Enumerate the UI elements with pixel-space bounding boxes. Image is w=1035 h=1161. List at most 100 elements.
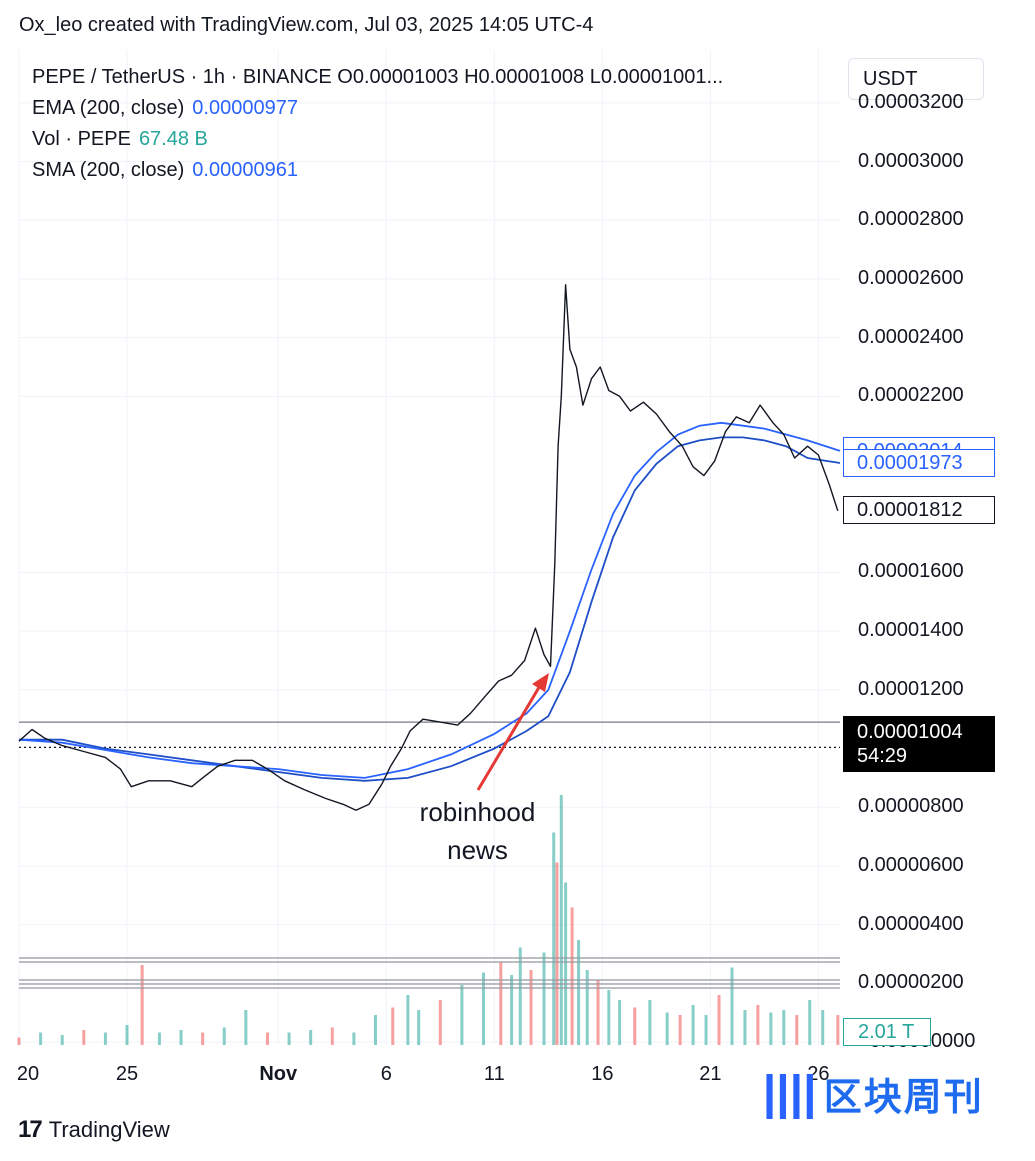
- y-tick-label: 0.00000600: [858, 853, 964, 876]
- y-tick-label: 0.00000400: [858, 912, 964, 935]
- tradingview-logo[interactable]: 17 TradingView: [18, 1116, 170, 1144]
- y-tick-label: 0.00002600: [858, 266, 964, 289]
- sma-price-badge: 0.00001973: [843, 448, 995, 477]
- volume-bar: [665, 1012, 669, 1045]
- watermark-bars-icon: ||||: [762, 1067, 816, 1120]
- legend-volume[interactable]: Vol · PEPE 67.48 B: [32, 128, 208, 151]
- legend-sma[interactable]: SMA (200, close) 0.00000961: [32, 159, 298, 182]
- y-tick-label: 0.00002800: [858, 208, 964, 231]
- legend-sma-label: SMA (200, close): [32, 159, 185, 181]
- volume-bar: [518, 947, 522, 1045]
- legend-ema[interactable]: EMA (200, close) 0.00000977: [32, 97, 298, 120]
- volume-bar: [529, 970, 533, 1045]
- volume-bar: [265, 1032, 269, 1045]
- last-price-badge: 0.00001812: [843, 496, 995, 525]
- x-tick-label: Nov: [259, 1063, 298, 1085]
- volume-bar: [782, 1010, 786, 1045]
- currency-selector[interactable]: USDT: [848, 58, 984, 100]
- y-tick-label: 0.00000200: [858, 971, 964, 994]
- volume-bar: [769, 1012, 773, 1045]
- volume-bar: [140, 965, 144, 1045]
- x-tick-label: 11: [483, 1063, 505, 1085]
- volume-bar: [499, 962, 503, 1045]
- volume-bar: [570, 907, 574, 1045]
- volume-bar: [648, 1000, 652, 1045]
- volume-bar: [510, 975, 514, 1045]
- annotation-line-1: robinhood: [419, 797, 536, 827]
- volume-bar: [17, 1037, 21, 1045]
- volume-bar: [417, 1010, 421, 1045]
- volume-bar: [179, 1030, 183, 1045]
- x-tick-label: 25: [115, 1063, 139, 1085]
- volume-bar: [756, 1005, 760, 1045]
- volume-bar: [836, 1015, 840, 1045]
- volume-bar: [330, 1027, 334, 1045]
- sma-line: [19, 436, 841, 782]
- volume-bar: [460, 985, 464, 1045]
- volume-bar: [691, 1005, 695, 1045]
- volume-bar: [60, 1035, 64, 1045]
- volume-bar: [287, 1032, 291, 1045]
- legend-ema-label: EMA (200, close): [32, 97, 185, 119]
- legend-vol-value: 67.48 B: [138, 128, 208, 150]
- annotation-arrow: [476, 683, 543, 791]
- current-price-badge: 0.00001004 54:29: [843, 716, 995, 772]
- volume-bar: [157, 1032, 161, 1045]
- annotation-arrowhead: [532, 673, 549, 692]
- volume-bar: [730, 967, 734, 1045]
- legend-ema-value: 0.00000977: [192, 97, 298, 119]
- volume-bar: [618, 1000, 622, 1045]
- volume-bar: [309, 1030, 313, 1045]
- x-tick-label: 20: [16, 1063, 40, 1085]
- y-tick-label: 0.00001600: [858, 560, 964, 583]
- tradingview-mark-icon: 17: [18, 1116, 43, 1143]
- volume-bar: [542, 952, 546, 1045]
- volume-bar: [704, 1015, 708, 1045]
- volume-bar: [244, 1010, 248, 1045]
- bar-countdown: 54:29: [857, 745, 908, 767]
- volume-bar: [125, 1025, 129, 1045]
- legend-vol-label: Vol · PEPE: [32, 128, 131, 150]
- y-tick-label: 0.00002400: [858, 325, 964, 348]
- y-tick-label: 0.00001200: [858, 677, 964, 700]
- x-tick-label: 21: [699, 1063, 722, 1085]
- volume-bar: [552, 832, 556, 1045]
- volume-bar: [585, 970, 589, 1045]
- watermark: |||| 区块周刊: [762, 1066, 984, 1121]
- annotation-line-2: news: [447, 835, 508, 865]
- watermark-text: 区块周刊: [823, 1077, 984, 1119]
- volume-bar: [39, 1032, 43, 1045]
- tradingview-logo-text: TradingView: [48, 1117, 170, 1142]
- volume-bar: [743, 1010, 747, 1045]
- volume-bar: [555, 862, 559, 1045]
- volume-bar: [607, 990, 611, 1045]
- chart-header: Ox_leo created with TradingView.com, Jul…: [19, 14, 594, 36]
- volume-bar: [391, 1007, 395, 1045]
- price-line: [18, 284, 839, 811]
- volume-bar: [559, 795, 563, 1045]
- legend-sma-value: 0.00000961: [192, 159, 298, 181]
- volume-bar: [795, 1015, 799, 1045]
- volume-badge: 2.01 T: [843, 1018, 931, 1046]
- x-tick-label: 16: [591, 1063, 614, 1085]
- volume-bar: [373, 1015, 377, 1045]
- volume-bar: [821, 1010, 825, 1045]
- volume-bar: [438, 1000, 442, 1045]
- volume-bar: [678, 1015, 682, 1045]
- y-tick-label: 0.00003000: [858, 149, 964, 172]
- x-tick-label: 6: [380, 1063, 392, 1085]
- x-tick-label: 26: [807, 1063, 830, 1085]
- legend-symbol: PEPE / TetherUS · 1h · BINANCE O0.000010…: [32, 66, 724, 88]
- volume-bar: [103, 1032, 107, 1045]
- volume-bar: [717, 995, 721, 1045]
- current-price-value: 0.00001004: [857, 721, 963, 743]
- volume-bar: [222, 1027, 226, 1045]
- volume-bar: [406, 995, 410, 1045]
- y-tick-label: 0.00002200: [858, 384, 964, 407]
- volume-bar: [633, 1007, 637, 1045]
- volume-bar: [82, 1030, 86, 1045]
- volume-bar: [482, 972, 486, 1045]
- volume-bar: [577, 940, 581, 1045]
- volume-bar: [564, 882, 568, 1045]
